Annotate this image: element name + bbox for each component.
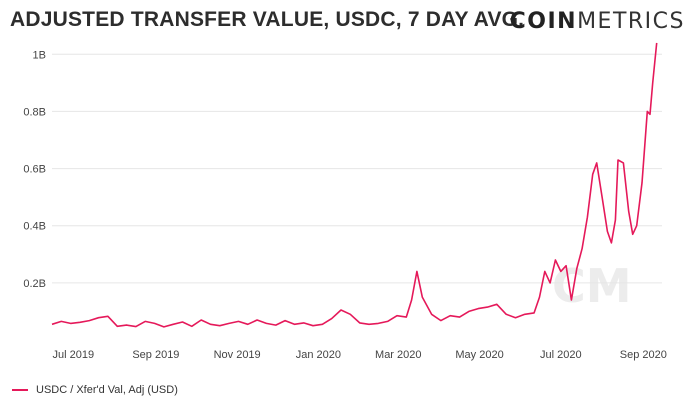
x-tick-label-0: Jul 2019 (53, 349, 95, 361)
x-tick-label-6: Jul 2020 (540, 349, 582, 361)
logo-light-text: METRICS (577, 9, 685, 34)
x-axis: Jul 2019 Sep 2019 Nov 2019 Jan 2020 Mar 2020… (53, 349, 667, 361)
y-tick-label-1: 0.4B (23, 221, 46, 233)
chart-title: ADJUSTED TRANSFER VALUE, USDC, 7 DAY AVG… (10, 8, 525, 31)
x-tick-label-5: May 2020 (455, 349, 503, 361)
series-line-0 (51, 42, 658, 328)
y-axis: 0.2B 0.4B 0.6B 0.8B 1B (23, 49, 46, 290)
coinmetrics-logo: COINMETRICS (510, 9, 685, 34)
y-tick-label-4: 1B (33, 49, 46, 61)
y-tick-label-3: 0.8B (23, 106, 46, 118)
y-tick-label-0: 0.2B (23, 278, 46, 290)
x-tick-label-4: Mar 2020 (375, 349, 421, 361)
series-layer (51, 42, 658, 328)
svg-text:CM: CM (552, 259, 632, 313)
legend: USDC / Xfer'd Val, Adj (USD) (12, 382, 178, 398)
x-tick-label-2: Nov 2019 (214, 349, 261, 361)
logo-bold-text: COIN (509, 9, 578, 34)
legend-swatch (12, 389, 28, 391)
grid-lines (52, 53, 662, 284)
y-tick-label-2: 0.6B (23, 164, 46, 176)
line-chart: CM 0.2B 0.4B 0.6B 0.8B 1B Jul 2019 Sep 2019 No… (23, 42, 667, 361)
x-tick-label-3: Jan 2020 (296, 349, 341, 361)
legend-label: USDC / Xfer'd Val, Adj (USD) (36, 384, 178, 396)
chart-header: ADJUSTED TRANSFER VALUE, USDC, 7 DAY AVG… (10, 8, 685, 36)
x-tick-label-1: Sep 2019 (132, 349, 179, 361)
x-tick-label-7: Sep 2020 (620, 349, 667, 361)
cm-watermark: CM (552, 259, 632, 313)
